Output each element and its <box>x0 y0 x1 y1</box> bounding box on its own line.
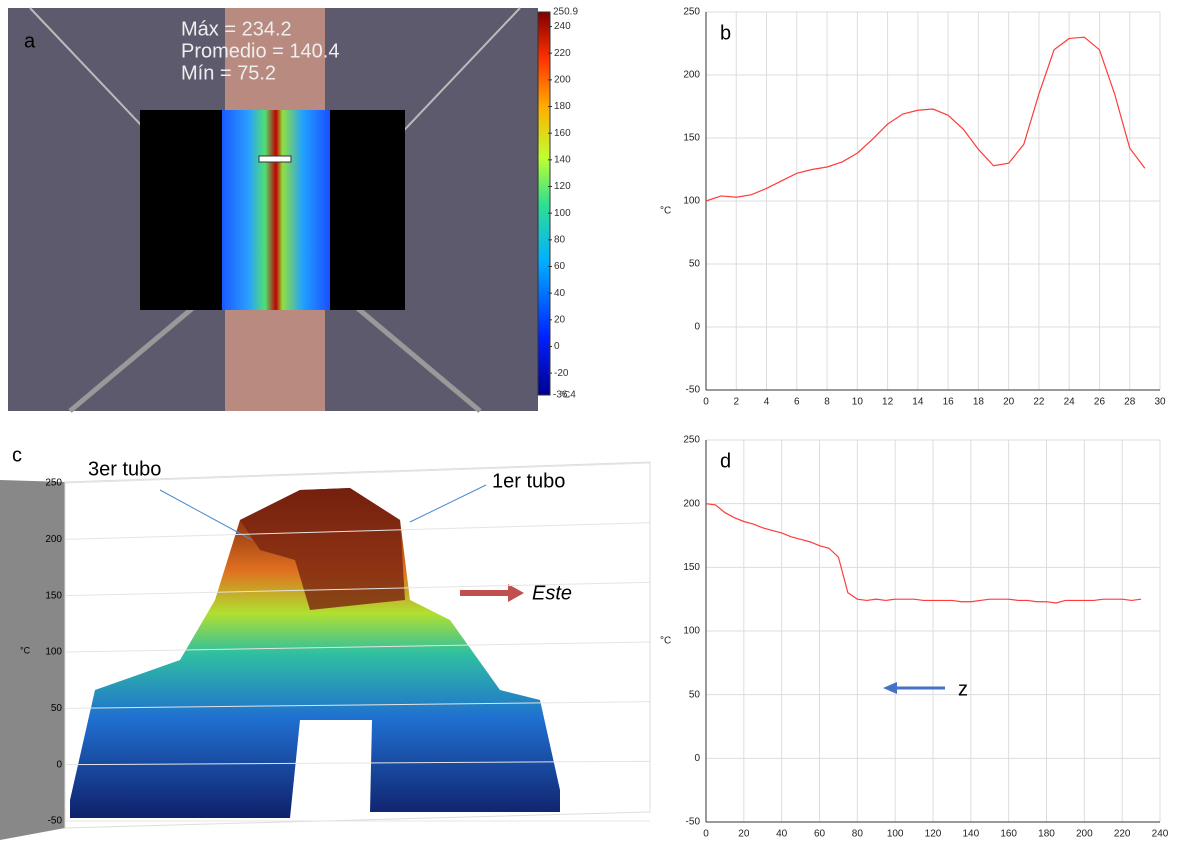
colorbar-tick-label: 220 <box>554 48 571 59</box>
x-tick-label: 0 <box>703 829 709 840</box>
annotation: 3er tubo <box>88 458 161 480</box>
panel-label: d <box>720 450 731 472</box>
colorbar-tick-label: 100 <box>554 208 571 219</box>
annotation: 1er tubo <box>492 470 565 492</box>
annotation: Este <box>532 582 572 604</box>
x-tick-label: 16 <box>943 397 955 408</box>
colorbar-tick-label: 240 <box>554 21 571 32</box>
x-tick-label: 26 <box>1094 397 1106 408</box>
y-tick-label: 250 <box>683 435 700 446</box>
y-tick-label: 50 <box>689 689 701 700</box>
x-tick-label: 240 <box>1152 829 1169 840</box>
annotation: z <box>958 678 968 700</box>
y-tick-label: -50 <box>686 817 701 828</box>
x-tick-label: 4 <box>764 397 770 408</box>
data-line <box>706 37 1145 201</box>
figure: °C a Máx = 234.2Promedio = 140.4Mín = 75… <box>0 0 1177 844</box>
colorbar-tick-label: 60 <box>554 261 566 272</box>
x-tick-label: 120 <box>925 829 942 840</box>
x-tick-label: 60 <box>814 829 826 840</box>
arrow-head <box>883 682 897 694</box>
y-tick-label: 100 <box>683 196 700 207</box>
y-tick-label: 0 <box>694 753 700 764</box>
x-tick-label: 40 <box>776 829 788 840</box>
x-tick-label: 220 <box>1114 829 1131 840</box>
panel-label: b <box>720 22 731 44</box>
x-tick-label: 180 <box>1038 829 1055 840</box>
stat: Máx = 234.2 <box>181 18 292 40</box>
y-tick-label: 0 <box>694 322 700 333</box>
colorbar-ticks: -36.4 250.9 -20 0 20 40 60 80 100 120 140 160 180 200… <box>548 7 578 401</box>
colorbar-tick-label: -20 <box>554 368 569 379</box>
y-tick-label: -50 <box>48 816 63 827</box>
y-tick-label: 150 <box>45 590 62 601</box>
panel-label: a <box>24 30 36 52</box>
x-tick-label: 100 <box>887 829 904 840</box>
y-tick-label: 100 <box>683 626 700 637</box>
colorbar-tick-label: 200 <box>554 74 571 85</box>
y-axis-label: °C <box>20 645 31 655</box>
y-tick-label: 100 <box>45 647 62 658</box>
x-tick-label: 20 <box>738 829 750 840</box>
x-tick-label: 0 <box>703 397 709 408</box>
x-tick-label: 28 <box>1124 397 1136 408</box>
data-line <box>706 504 1141 603</box>
x-tick-label: 18 <box>973 397 985 408</box>
x-tick-label: 8 <box>824 397 830 408</box>
colorbar-tick-label: 180 <box>554 101 571 112</box>
colorbar-limit: -36.4 <box>553 390 576 401</box>
y-tick-label: 250 <box>45 478 62 489</box>
colorbar-tick-label: 120 <box>554 181 571 192</box>
y-tick-label: 200 <box>45 534 62 545</box>
colorbar-limit: 250.9 <box>553 7 578 18</box>
colorbar-tick-label: 0 <box>554 341 560 352</box>
x-tick-label: 80 <box>852 829 864 840</box>
x-tick-label: 2 <box>733 397 739 408</box>
y-tick-label: 150 <box>683 133 700 144</box>
x-tick-label: 140 <box>962 829 979 840</box>
y-tick-label: 200 <box>683 70 700 81</box>
x-tick-label: 14 <box>912 397 924 408</box>
y-tick-label: 50 <box>51 703 63 714</box>
y-axis-label: °C <box>660 636 671 647</box>
x-tick-label: 24 <box>1064 397 1076 408</box>
x-tick-label: 160 <box>1000 829 1017 840</box>
y-tick-label: 0 <box>56 759 62 770</box>
y-tick-label: 250 <box>683 7 700 18</box>
y-tick-label: -50 <box>686 385 701 396</box>
colorbar-tick-label: 160 <box>554 128 571 139</box>
x-tick-label: 6 <box>794 397 800 408</box>
y-tick-label: 150 <box>683 562 700 573</box>
colorbar-tick-label: 80 <box>554 234 566 245</box>
colorbar-tick-label: 40 <box>554 288 566 299</box>
x-tick-label: 20 <box>1003 397 1015 408</box>
stat: Promedio = 140.4 <box>181 40 339 62</box>
panel-label: c <box>12 444 22 466</box>
x-tick-label: 10 <box>852 397 864 408</box>
colorbar-tick-label: 20 <box>554 314 566 325</box>
stat: Mín = 75.2 <box>181 62 276 84</box>
colorbar-tick-label: 140 <box>554 154 571 165</box>
y-tick-label: 50 <box>689 259 701 270</box>
x-tick-label: 12 <box>882 397 894 408</box>
x-tick-label: 22 <box>1033 397 1045 408</box>
colorbar <box>538 12 550 395</box>
y-tick-label: 200 <box>683 498 700 509</box>
y-axis-label: °C <box>660 206 671 217</box>
x-tick-label: 200 <box>1076 829 1093 840</box>
x-tick-label: 30 <box>1154 397 1166 408</box>
